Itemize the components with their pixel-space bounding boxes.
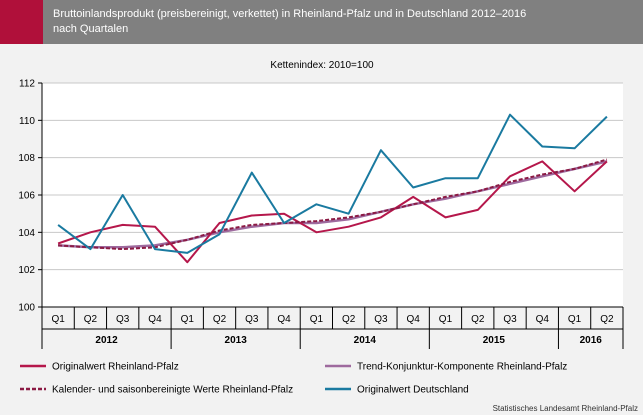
y-tick-label: 102 — [18, 265, 35, 276]
y-tick-label: 108 — [18, 153, 35, 164]
x-tick-label: Q2 — [342, 314, 356, 325]
year-label: 2016 — [580, 335, 603, 346]
x-tick-label: Q4 — [407, 314, 421, 325]
legend-label: Originalwert Rheinland-Pfalz — [52, 362, 179, 373]
legend-label: Trend-Konjunktur-Komponente Rheinland-Pf… — [357, 362, 567, 373]
x-tick-label: Q1 — [181, 314, 195, 325]
x-tick-label: Q3 — [503, 314, 517, 325]
y-tick-label: 100 — [18, 303, 35, 314]
legend-item-trend: Trend-Konjunktur-Komponente Rheinland-Pf… — [325, 362, 567, 373]
y-tick-label: 110 — [19, 116, 35, 127]
y-tick-label: 112 — [19, 79, 35, 90]
x-tick-label: Q4 — [536, 314, 550, 325]
header-bar: Bruttoinlandsprodukt (preisbereinigt, ve… — [0, 0, 643, 44]
legend-item-saison: Kalender- und saisonbereinigte Werte Rhe… — [20, 385, 293, 396]
series-line-saison — [58, 158, 608, 251]
year-label: 2015 — [483, 335, 506, 346]
y-tick-label: 106 — [18, 191, 35, 202]
x-tick-label: Q4 — [277, 314, 291, 325]
x-tick-label: Q2 — [471, 314, 485, 325]
x-tick-label: Q1 — [439, 314, 453, 325]
source-note: Statistisches Landesamt Rheinland-Pfalz — [492, 404, 638, 413]
year-label: 2012 — [95, 335, 118, 346]
legend-label: Originalwert Deutschland — [357, 385, 469, 396]
chart-svg: Kettenindex: 2010=100 100 102 104 106 108 110… — [18, 60, 624, 396]
chart-title: Bruttoinlandsprodukt (preisbereinigt, ve… — [53, 8, 527, 35]
x-tick-label: Q3 — [116, 314, 130, 325]
legend-label: Kalender- und saisonbereinigte Werte Rhe… — [52, 385, 293, 396]
x-tick-label: Q2 — [600, 314, 614, 325]
x-tick-label: Q3 — [374, 314, 388, 325]
series-line-rlp — [57, 160, 608, 264]
series-line-trend — [58, 160, 608, 249]
y-tick-label: 104 — [18, 228, 35, 239]
x-tick-label: Q1 — [310, 314, 324, 325]
legend-item-rlp: Originalwert Rheinland-Pfalz — [20, 362, 179, 373]
x-tick-label: Q1 — [568, 314, 582, 325]
series-line-de — [57, 113, 608, 254]
x-tick-label: Q2 — [84, 314, 98, 325]
plot-area — [42, 82, 623, 308]
header-accent — [0, 0, 43, 44]
year-label: 2013 — [225, 335, 248, 346]
year-label: 2014 — [354, 335, 377, 346]
legend: Originalwert Rheinland-Pfalz Trend-Konjun… — [20, 362, 567, 396]
x-tick-label: Q2 — [213, 314, 227, 325]
legend-item-de: Originalwert Deutschland — [325, 385, 469, 396]
axes: 100 102 104 106 108 110 112 Q1 Q2 Q3 Q4 Q1 Q2 Q3 Q4 Q1 Q… — [18, 79, 624, 349]
chart-subtitle: Kettenindex: 2010=100 — [270, 60, 374, 71]
x-tick-label: Q4 — [148, 314, 162, 325]
x-tick-label: Q3 — [245, 314, 259, 325]
x-tick-label: Q1 — [51, 314, 65, 325]
